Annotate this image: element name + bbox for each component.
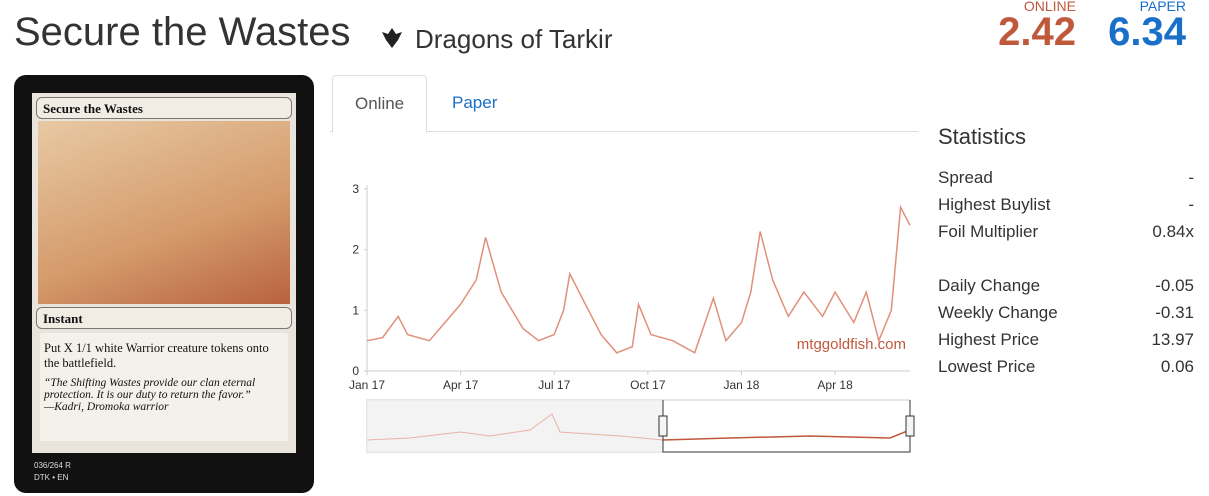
x-tick-label: Apr 17	[443, 378, 479, 392]
stat-label: Daily Change	[938, 276, 1041, 295]
stat-row: Daily Change -0.05	[938, 272, 1194, 299]
card-attribution: —Kadri, Dromoka warrior	[44, 401, 169, 413]
statistics: Statistics Spread - Highest Buylist - Foil M…	[938, 124, 1194, 380]
card-flavor: “The Shifting Wastes provide our clan et…	[44, 377, 256, 401]
navigator-handle[interactable]	[905, 415, 915, 437]
card-name: Secure the Wastes	[36, 97, 292, 119]
stat-value: 0.06	[1160, 357, 1194, 376]
stat-value: -	[1188, 195, 1194, 214]
stat-row: Lowest Price 0.06	[938, 353, 1194, 380]
set-icon	[382, 28, 402, 48]
navigator-history	[366, 413, 664, 441]
stat-label: Weekly Change	[938, 303, 1058, 322]
stat-value: 13.97	[1151, 330, 1194, 349]
stat-value: 0.84x	[1152, 222, 1194, 241]
paper-label: PAPER	[1139, 0, 1186, 14]
price-line	[366, 204, 911, 354]
stat-row: Spread -	[938, 164, 1194, 191]
y-tick-label: 0	[352, 364, 359, 378]
price-chart: 0 1 2 3 Jan 17 Apr 17 Jul 17 Oct 17 Jan 18 Apr 18…	[349, 182, 915, 453]
stat-label: Highest Buylist	[938, 195, 1051, 214]
card-text: Put X 1/1 white Warrior creature tokens …	[40, 333, 288, 441]
y-tick-label: 3	[352, 182, 359, 196]
online-price: 2.42	[998, 10, 1076, 54]
stat-row: Weekly Change -0.31	[938, 299, 1194, 326]
stat-row: Highest Price 13.97	[938, 326, 1194, 353]
tab-paper[interactable]: Paper	[452, 93, 498, 112]
card-image: Secure the Wastes Instant Put X 1/1 whit…	[14, 75, 314, 493]
card-frame: Secure the Wastes Instant Put X 1/1 whit…	[32, 93, 296, 453]
x-tick-label: Jan 18	[723, 378, 759, 392]
stat-label: Highest Price	[938, 330, 1040, 349]
stat-value: -0.31	[1155, 303, 1194, 322]
y-tick-label: 1	[352, 303, 359, 317]
tab-online[interactable]: Online	[332, 75, 428, 133]
stat-row: Highest Buylist -	[938, 191, 1194, 218]
set-name: Dragons of Tarkir	[415, 24, 613, 54]
online-label: ONLINE	[1023, 0, 1076, 14]
card-rules: Put X 1/1 white Warrior creature tokens …	[44, 341, 269, 370]
stat-value: -	[1188, 168, 1194, 187]
card-title: Secure the Wastes	[14, 10, 351, 54]
y-tick-label: 2	[352, 243, 359, 257]
x-tick-label: Oct 17	[630, 378, 666, 392]
navigator-handle[interactable]	[658, 415, 668, 437]
stat-label: Foil Multiplier	[938, 222, 1039, 241]
stat-value: -0.05	[1155, 276, 1194, 295]
watermark: mtggoldfish.com	[797, 336, 906, 353]
card-art	[38, 121, 290, 304]
x-tick-label: Jan 17	[349, 378, 385, 392]
x-tick-label: Jul 17	[538, 378, 570, 392]
stat-label: Lowest Price	[938, 357, 1036, 376]
tab-bar: Online Paper	[330, 75, 918, 133]
card-type: Instant	[36, 307, 292, 329]
x-tick-label: Apr 18	[817, 378, 853, 392]
set-line: DTK • EN	[34, 473, 69, 482]
paper-price: 6.34	[1108, 10, 1186, 54]
collector-number: 036/264 R	[34, 461, 71, 470]
stat-row: Foil Multiplier 0.84x	[938, 218, 1194, 245]
statistics-title: Statistics	[938, 124, 1027, 149]
stat-label: Spread	[938, 168, 993, 187]
navigator-mask	[367, 400, 663, 452]
